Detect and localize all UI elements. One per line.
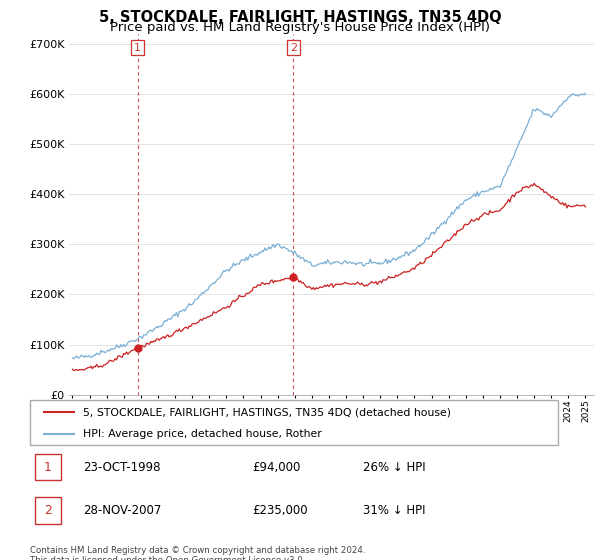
Text: 1: 1 — [44, 460, 52, 474]
Text: 5, STOCKDALE, FAIRLIGHT, HASTINGS, TN35 4DQ: 5, STOCKDALE, FAIRLIGHT, HASTINGS, TN35 … — [98, 10, 502, 25]
Text: 1: 1 — [134, 43, 141, 53]
FancyBboxPatch shape — [35, 454, 61, 480]
Text: 2: 2 — [44, 504, 52, 517]
Text: 31% ↓ HPI: 31% ↓ HPI — [362, 504, 425, 517]
Text: 2: 2 — [290, 43, 297, 53]
Text: HPI: Average price, detached house, Rother: HPI: Average price, detached house, Roth… — [83, 428, 322, 438]
FancyBboxPatch shape — [35, 497, 61, 524]
Text: Price paid vs. HM Land Registry's House Price Index (HPI): Price paid vs. HM Land Registry's House … — [110, 21, 490, 34]
FancyBboxPatch shape — [30, 400, 558, 445]
Text: 23-OCT-1998: 23-OCT-1998 — [83, 460, 160, 474]
Text: 26% ↓ HPI: 26% ↓ HPI — [362, 460, 425, 474]
Text: Contains HM Land Registry data © Crown copyright and database right 2024.
This d: Contains HM Land Registry data © Crown c… — [30, 546, 365, 560]
Text: 5, STOCKDALE, FAIRLIGHT, HASTINGS, TN35 4DQ (detached house): 5, STOCKDALE, FAIRLIGHT, HASTINGS, TN35 … — [83, 407, 451, 417]
Text: £235,000: £235,000 — [252, 504, 307, 517]
Text: £94,000: £94,000 — [252, 460, 300, 474]
Text: 28-NOV-2007: 28-NOV-2007 — [83, 504, 161, 517]
